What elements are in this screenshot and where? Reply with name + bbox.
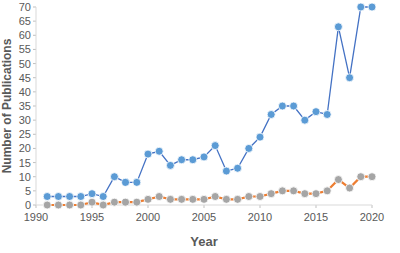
x-tick-label: 2000 [136,211,160,223]
series-point [234,164,242,172]
series-point [43,193,51,201]
series-point [144,150,152,158]
series-point [122,198,130,206]
series-point [256,133,264,141]
x-tick-label: 2010 [248,211,272,223]
series-point [155,147,163,155]
y-tick-label: 35 [19,100,31,112]
series-point [189,156,197,164]
series-point [357,173,365,181]
series-point [245,193,253,201]
series-point [234,195,242,203]
series-point [110,173,118,181]
y-tick-label: 20 [19,142,31,154]
y-tick-label: 25 [19,128,31,140]
series-point [211,193,219,201]
series-point [66,201,74,209]
x-tick-label: 2005 [192,211,216,223]
y-tick-label: 45 [19,72,31,84]
series-point [54,193,62,201]
series-point [200,195,208,203]
y-axis-label: Number of Publications [0,38,14,173]
series-point [245,144,253,152]
series-point [211,142,219,150]
series-point [189,195,197,203]
x-tick-label: 2015 [304,211,328,223]
series-point [278,102,286,110]
plot-area [43,3,376,209]
y-tick-label: 60 [19,29,31,41]
series-point [77,193,85,201]
series-point [312,108,320,116]
series-point [301,190,309,198]
series-point [267,190,275,198]
series-point [368,3,376,11]
y-tick-label: 10 [19,171,31,183]
series-line [47,7,372,197]
series-point [155,193,163,201]
series-point [334,23,342,31]
series-point [301,116,309,124]
series-point [290,102,298,110]
y-tick-label: 65 [19,15,31,27]
chart: 0 5 10 15 20 25 30 35 40 45 50 55 60 65 70 1990 1995 2000… [0,0,400,253]
series-point [133,198,141,206]
y-tick-label: 15 [19,157,31,169]
y-tick-label: 70 [19,1,31,13]
y-tick-label: 50 [19,58,31,70]
x-tick-label: 1990 [24,211,48,223]
series-point [166,195,174,203]
series-point [346,74,354,82]
series-point [357,3,365,11]
series-point [166,161,174,169]
y-axis [36,7,37,205]
series-point [323,110,331,118]
series-point [222,195,230,203]
series-point [368,173,376,181]
series-point [200,153,208,161]
series-point [323,187,331,195]
series-point [290,187,298,195]
y-tick-label: 40 [19,86,31,98]
series-point [278,187,286,195]
x-axis-label: Year [190,234,217,249]
y-tick-label: 55 [19,43,31,55]
series-point [222,167,230,175]
x-tick-label: 2020 [360,211,384,223]
y-tick-label: 0 [25,199,31,211]
series-point [77,201,85,209]
series-point [144,195,152,203]
y-tick-label: 5 [25,185,31,197]
series-point [99,193,107,201]
series-point [178,156,186,164]
series-point [66,193,74,201]
series-point [178,195,186,203]
series-point [110,198,118,206]
series-point [122,178,130,186]
series-point [334,176,342,184]
series-point [133,178,141,186]
series-point [256,193,264,201]
y-tick-label: 30 [19,114,31,126]
x-tick-label: 1995 [80,211,104,223]
series-point [346,184,354,192]
series-point [88,198,96,206]
series-point [267,110,275,118]
series-point [312,190,320,198]
series-point [54,201,62,209]
series-point [88,190,96,198]
series-point [43,201,51,209]
series-point [99,201,107,209]
